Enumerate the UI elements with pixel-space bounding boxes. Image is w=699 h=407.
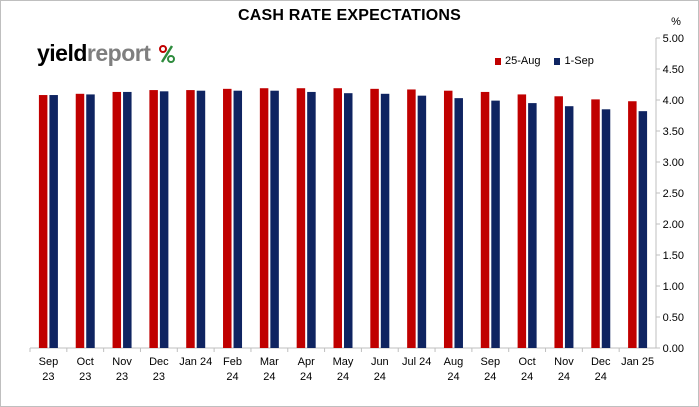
x-tick-label-year: 23 bbox=[153, 371, 165, 383]
x-tick-label-year: 23 bbox=[116, 371, 128, 383]
bar-1-sep bbox=[123, 91, 132, 348]
y-tick-label: 1.00 bbox=[663, 281, 684, 293]
x-tick-label: Apr bbox=[298, 356, 315, 368]
bar-25-aug bbox=[149, 90, 158, 348]
logo-text-yield: yield bbox=[37, 40, 87, 66]
bar-1-sep bbox=[307, 91, 316, 348]
x-tick-label: May bbox=[333, 356, 354, 368]
bar-1-sep bbox=[528, 103, 537, 348]
bar-25-aug bbox=[370, 88, 379, 348]
legend-swatch-25-aug bbox=[495, 57, 501, 65]
x-tick-label-year: 24 bbox=[337, 371, 349, 383]
logo-percent-icon bbox=[153, 40, 176, 66]
x-tick-label: Jan 25 bbox=[621, 356, 654, 368]
bar-25-aug bbox=[223, 88, 232, 348]
bar-1-sep bbox=[417, 95, 427, 348]
y-tick-label: 0.50 bbox=[663, 312, 684, 324]
bar-25-aug bbox=[480, 91, 490, 348]
x-tick-label-year: 24 bbox=[374, 371, 386, 383]
bar-25-aug bbox=[333, 88, 342, 348]
legend-label-25-aug: 25-Aug bbox=[505, 55, 541, 67]
yieldreport-logo: yieldreport bbox=[37, 40, 176, 67]
bar-25-aug bbox=[554, 96, 563, 348]
bar-25-aug bbox=[296, 88, 306, 348]
x-tick-label: Oct bbox=[519, 356, 536, 368]
x-tick-label: Sep bbox=[39, 356, 59, 368]
bar-1-sep bbox=[380, 93, 390, 348]
legend-item-1-sep: 1-Sep bbox=[554, 55, 594, 67]
x-tick-label: Mar bbox=[260, 356, 279, 368]
x-tick-label-year: 24 bbox=[484, 371, 496, 383]
y-tick-label: 3.00 bbox=[663, 157, 684, 169]
x-tick-label-year: 23 bbox=[79, 371, 91, 383]
y-tick-label: 4.00 bbox=[663, 95, 684, 107]
x-tick-label-year: 24 bbox=[226, 371, 238, 383]
bar-25-aug bbox=[259, 88, 269, 348]
bar-25-aug bbox=[112, 91, 122, 348]
y-tick-label: 5.00 bbox=[663, 33, 684, 45]
bar-1-sep bbox=[491, 100, 500, 349]
bar-1-sep bbox=[233, 90, 243, 348]
bar-25-aug bbox=[186, 90, 195, 348]
x-tick-label-year: 23 bbox=[42, 371, 54, 383]
x-tick-label: Aug bbox=[444, 356, 464, 368]
bar-1-sep bbox=[270, 90, 279, 348]
x-tick-label: Dec bbox=[591, 356, 611, 368]
logo-text-report: report bbox=[86, 40, 151, 66]
y-tick-label: 0.00 bbox=[663, 343, 684, 355]
y-tick-label: 2.00 bbox=[663, 219, 684, 231]
x-tick-label-year: 24 bbox=[263, 371, 275, 383]
bar-1-sep bbox=[601, 109, 611, 348]
x-tick-label-year: 24 bbox=[521, 371, 533, 383]
x-tick-label: Oct bbox=[77, 356, 94, 368]
x-tick-label: Nov bbox=[112, 356, 132, 368]
y-tick-label: 4.50 bbox=[663, 64, 684, 76]
x-tick-label: Jul 24 bbox=[402, 356, 431, 368]
x-tick-label: Nov bbox=[554, 356, 574, 368]
bar-1-sep bbox=[196, 90, 206, 348]
bar-1-sep bbox=[159, 91, 169, 348]
bar-1-sep bbox=[344, 93, 353, 349]
x-tick-label: Jan 24 bbox=[179, 356, 212, 368]
bar-1-sep bbox=[49, 95, 58, 348]
x-tick-label: Dec bbox=[149, 356, 169, 368]
y-tick-label: 1.50 bbox=[663, 250, 684, 262]
legend-swatch-1-sep bbox=[554, 57, 561, 65]
x-tick-label: Feb bbox=[223, 356, 242, 368]
bar-1-sep bbox=[454, 98, 463, 348]
bar-1-sep bbox=[638, 111, 648, 348]
y-tick-label: 3.50 bbox=[663, 126, 684, 138]
bar-25-aug bbox=[443, 90, 453, 348]
bar-25-aug bbox=[75, 93, 85, 348]
x-tick-label: Jun bbox=[371, 356, 389, 368]
bar-25-aug bbox=[628, 101, 637, 349]
x-tick-label-year: 24 bbox=[595, 371, 607, 383]
legend-label-1-sep: 1-Sep bbox=[564, 55, 594, 67]
bar-25-aug bbox=[38, 95, 48, 348]
x-tick-label: Sep bbox=[481, 356, 501, 368]
chart-legend: 25-Aug 1-Sep bbox=[495, 55, 594, 67]
bar-1-sep bbox=[86, 94, 95, 348]
x-tick-label-year: 24 bbox=[558, 371, 570, 383]
legend-item-25-aug: 25-Aug bbox=[495, 55, 540, 67]
y-axis-unit-label: % bbox=[671, 16, 681, 28]
bar-25-aug bbox=[407, 89, 416, 349]
x-tick-label-year: 24 bbox=[447, 371, 459, 383]
bar-25-aug bbox=[591, 99, 600, 348]
chart-title: CASH RATE EXPECTATIONS bbox=[237, 7, 462, 24]
bar-1-sep bbox=[564, 106, 574, 348]
y-tick-label: 2.50 bbox=[663, 188, 684, 200]
bar-25-aug bbox=[517, 94, 527, 348]
x-tick-label-year: 24 bbox=[300, 371, 312, 383]
